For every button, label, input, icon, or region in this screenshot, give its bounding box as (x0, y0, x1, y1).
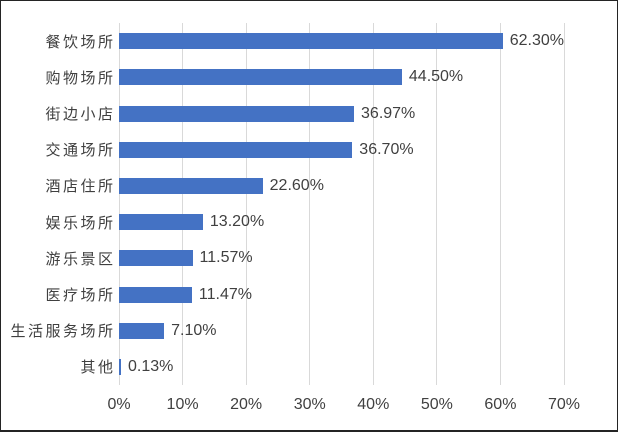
category-label: 生活服务场所 (10, 323, 116, 341)
x-tick-label: 20% (230, 396, 263, 413)
bar-row: 生活服务场所 7.10% (10, 313, 564, 349)
category-label: 医疗场所 (45, 287, 116, 305)
bar (119, 250, 193, 267)
value-label: 36.97% (361, 104, 416, 122)
bar-row: 游乐景区 11.57% (45, 240, 564, 276)
category-label: 交通场所 (45, 142, 116, 160)
category-label: 娱乐场所 (45, 214, 116, 232)
category-label: 酒店住所 (45, 178, 116, 196)
x-tick-label: 0% (107, 396, 131, 413)
category-label: 游乐景区 (45, 250, 116, 268)
gridline (563, 23, 565, 385)
bar-row: 酒店住所 22.60% (45, 168, 564, 204)
category-label: 购物场所 (45, 69, 116, 87)
x-tick-label: 70% (547, 396, 581, 413)
gridline (372, 23, 374, 385)
value-label: 62.30% (509, 32, 564, 50)
category-label: 餐饮场所 (45, 33, 116, 51)
bar (119, 141, 353, 158)
value-label: 11.57% (199, 249, 253, 267)
x-tick-label: 40% (357, 396, 390, 413)
x-tick-label: 50% (420, 396, 453, 413)
category-label: 街边小店 (45, 106, 116, 123)
plot-area: 餐饮场所 62.30% 购物场所 44.50% 街边小店 36.97% 交通场所 36.70%… (10, 23, 565, 385)
value-label: 44.50% (408, 68, 464, 86)
x-axis: 0% 10% 20% 30% 40% 50% 60% 70% (107, 396, 580, 417)
bar-row: 街边小店 36.97% (45, 95, 564, 131)
gridline (182, 23, 184, 385)
gridline (309, 23, 311, 385)
x-tick-label: 60% (484, 396, 517, 413)
gridline (436, 23, 438, 385)
category-label: 其他 (80, 359, 116, 377)
value-label: 7.10% (171, 321, 217, 339)
bar (119, 177, 263, 194)
bar-rows: 餐饮场所 62.30% 购物场所 44.50% 街边小店 36.97% 交通场所 36.70%… (10, 23, 564, 385)
value-label: 36.70% (359, 140, 414, 158)
x-tick-label: 10% (166, 396, 199, 413)
bar (119, 105, 355, 122)
value-label: 11.47% (198, 285, 252, 303)
bar-row: 医疗场所 11.47% (45, 276, 564, 312)
bar-row: 其他 0.13% (80, 349, 564, 385)
bar (119, 286, 192, 303)
bar (119, 69, 402, 86)
gridline (118, 23, 120, 385)
value-label: 13.20% (209, 213, 265, 231)
bar (119, 322, 165, 339)
x-tick-label: 30% (293, 396, 326, 413)
bar (119, 358, 121, 375)
bar-row: 餐饮场所 62.30% (45, 23, 564, 59)
bar (119, 214, 203, 231)
value-label: 0.13% (128, 357, 174, 375)
bar-row: 娱乐场所 13.20% (45, 204, 564, 240)
value-label: 22.60% (269, 176, 324, 194)
bar-row: 购物场所 44.50% (45, 59, 564, 95)
bar-row: 交通场所 36.70% (45, 132, 564, 168)
bar (119, 33, 503, 50)
gridline (499, 23, 501, 385)
gridline (245, 23, 247, 385)
